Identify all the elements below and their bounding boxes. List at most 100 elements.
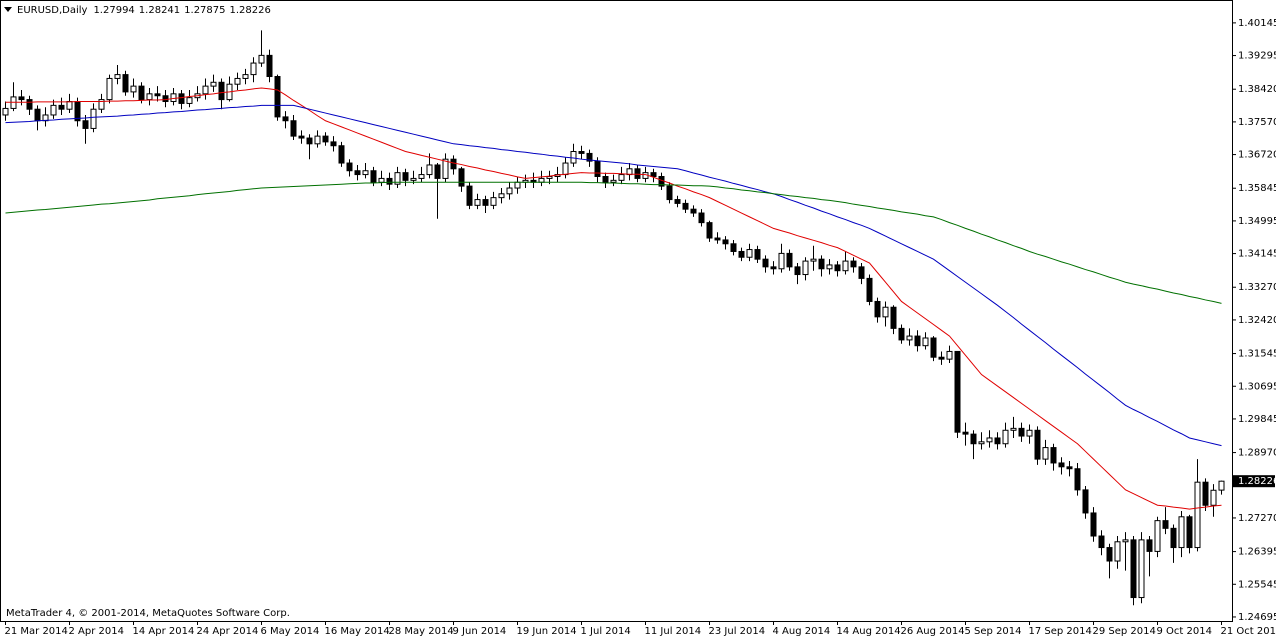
candle-body (82, 120, 89, 129)
candle-body (50, 104, 57, 116)
candle-body (1162, 520, 1169, 529)
candle-body (970, 433, 977, 445)
x-tick-label: 11 Jul 2014 (645, 626, 702, 637)
candle-body (922, 337, 929, 347)
y-tick-label: 1.29845 (1238, 414, 1276, 425)
y-tick-label: 1.30695 (1238, 381, 1276, 392)
y-tick-label: 1.38420 (1238, 84, 1276, 95)
y-tick-label: 1.27270 (1238, 513, 1276, 524)
x-tick-label: 14 Apr 2014 (133, 626, 195, 637)
candle-body (722, 239, 729, 245)
candle-body (546, 175, 553, 179)
y-tick-label: 1.25545 (1238, 579, 1276, 590)
candle-body (946, 350, 953, 360)
candle-body (1146, 539, 1153, 552)
x-tick-label: 21 Oct 2014 (1221, 626, 1276, 637)
candle-body (1074, 468, 1081, 491)
candle-body (1138, 539, 1145, 599)
y-tick-label: 1.33270 (1238, 282, 1276, 293)
moving-average-line (5, 181, 1222, 304)
candle-body (498, 193, 505, 199)
candle-body (242, 74, 249, 79)
candle-body (1090, 512, 1097, 537)
candle-body (714, 237, 721, 241)
candle-body (762, 258, 769, 268)
open-value: 1.27994 (93, 5, 134, 16)
candle-body (1106, 547, 1113, 562)
candle-body (1098, 535, 1105, 549)
x-tick-label: 23 Jul 2014 (709, 626, 766, 637)
x-tick-label: 9 Oct 2014 (1157, 626, 1212, 637)
candle-body (674, 199, 681, 204)
candle-body (362, 170, 369, 176)
candle-body (962, 431, 969, 435)
candle-body (322, 135, 329, 143)
candle-body (1122, 539, 1129, 543)
menu-arrow (4, 7, 12, 12)
candle-body (346, 162, 353, 172)
candle-body (394, 172, 401, 185)
candle-body (434, 164, 441, 179)
marks (2, 30, 1225, 606)
candle-body (1066, 466, 1073, 470)
candle-body (858, 266, 865, 279)
candle-body (1130, 539, 1137, 599)
candle-body (994, 437, 1001, 445)
y-tick-label: 1.26395 (1238, 547, 1276, 558)
candle-body (58, 104, 65, 110)
candle-body (1050, 447, 1057, 464)
candle-body (490, 197, 497, 206)
candle-body (482, 199, 489, 206)
high-value: 1.28241 (139, 5, 180, 16)
candle-body (746, 249, 753, 258)
x-tick-label: 9 Jun 2014 (453, 626, 507, 637)
y-tick-label: 1.37570 (1238, 117, 1276, 128)
candle-body (1026, 429, 1033, 437)
candle-body (26, 99, 33, 110)
candle-body (1186, 516, 1193, 549)
y-tick-label: 1.36720 (1238, 150, 1276, 161)
candle-body (770, 266, 777, 270)
candle-body (874, 300, 881, 318)
candle-body (178, 93, 185, 104)
x-tick-label: 14 Aug 2014 (837, 626, 901, 637)
candle-body (890, 306, 897, 329)
candle-body (458, 168, 465, 187)
candle-body (834, 264, 841, 272)
low-value: 1.27875 (184, 5, 225, 16)
candle-body (258, 54, 265, 64)
candle-body (218, 81, 225, 101)
x-tick-label: 2 Apr 2014 (69, 626, 124, 637)
candle-body (682, 202, 689, 210)
candle-body (442, 158, 449, 179)
x-tick-label: 19 Jun 2014 (517, 626, 577, 637)
candle-body (810, 258, 817, 262)
chart-header: EURUSD,Daily 1.27994 1.28241 1.27875 1.28226 (17, 5, 271, 16)
candle-body (154, 93, 161, 97)
candle-body (34, 108, 41, 122)
candle-body (66, 101, 73, 110)
candle-body (826, 264, 833, 270)
candle-body (250, 62, 257, 76)
candle-body (1218, 480, 1225, 491)
candle-body (386, 177, 393, 185)
candle-body (738, 250, 745, 258)
plot-frame (0, 0, 1233, 622)
candle-body (1210, 489, 1217, 506)
candle-body (1082, 489, 1089, 514)
x-tick-label: 21 Mar 2014 (5, 626, 68, 637)
candle-body (234, 77, 241, 85)
candle-body (538, 177, 545, 183)
candle-body (90, 108, 97, 129)
candle-body (354, 170, 361, 176)
candle-body (514, 181, 521, 189)
candle-body (450, 158, 457, 170)
candle-body (906, 335, 913, 341)
candle-body (1154, 520, 1161, 552)
x-tick-label: 26 Aug 2014 (901, 626, 965, 637)
x-tick-label: 5 Sep 2014 (965, 626, 1022, 637)
candle-body (1194, 481, 1201, 549)
candle-body (730, 243, 737, 252)
y-tick-label: 1.34995 (1238, 216, 1276, 227)
moving-average-line (5, 87, 1222, 510)
